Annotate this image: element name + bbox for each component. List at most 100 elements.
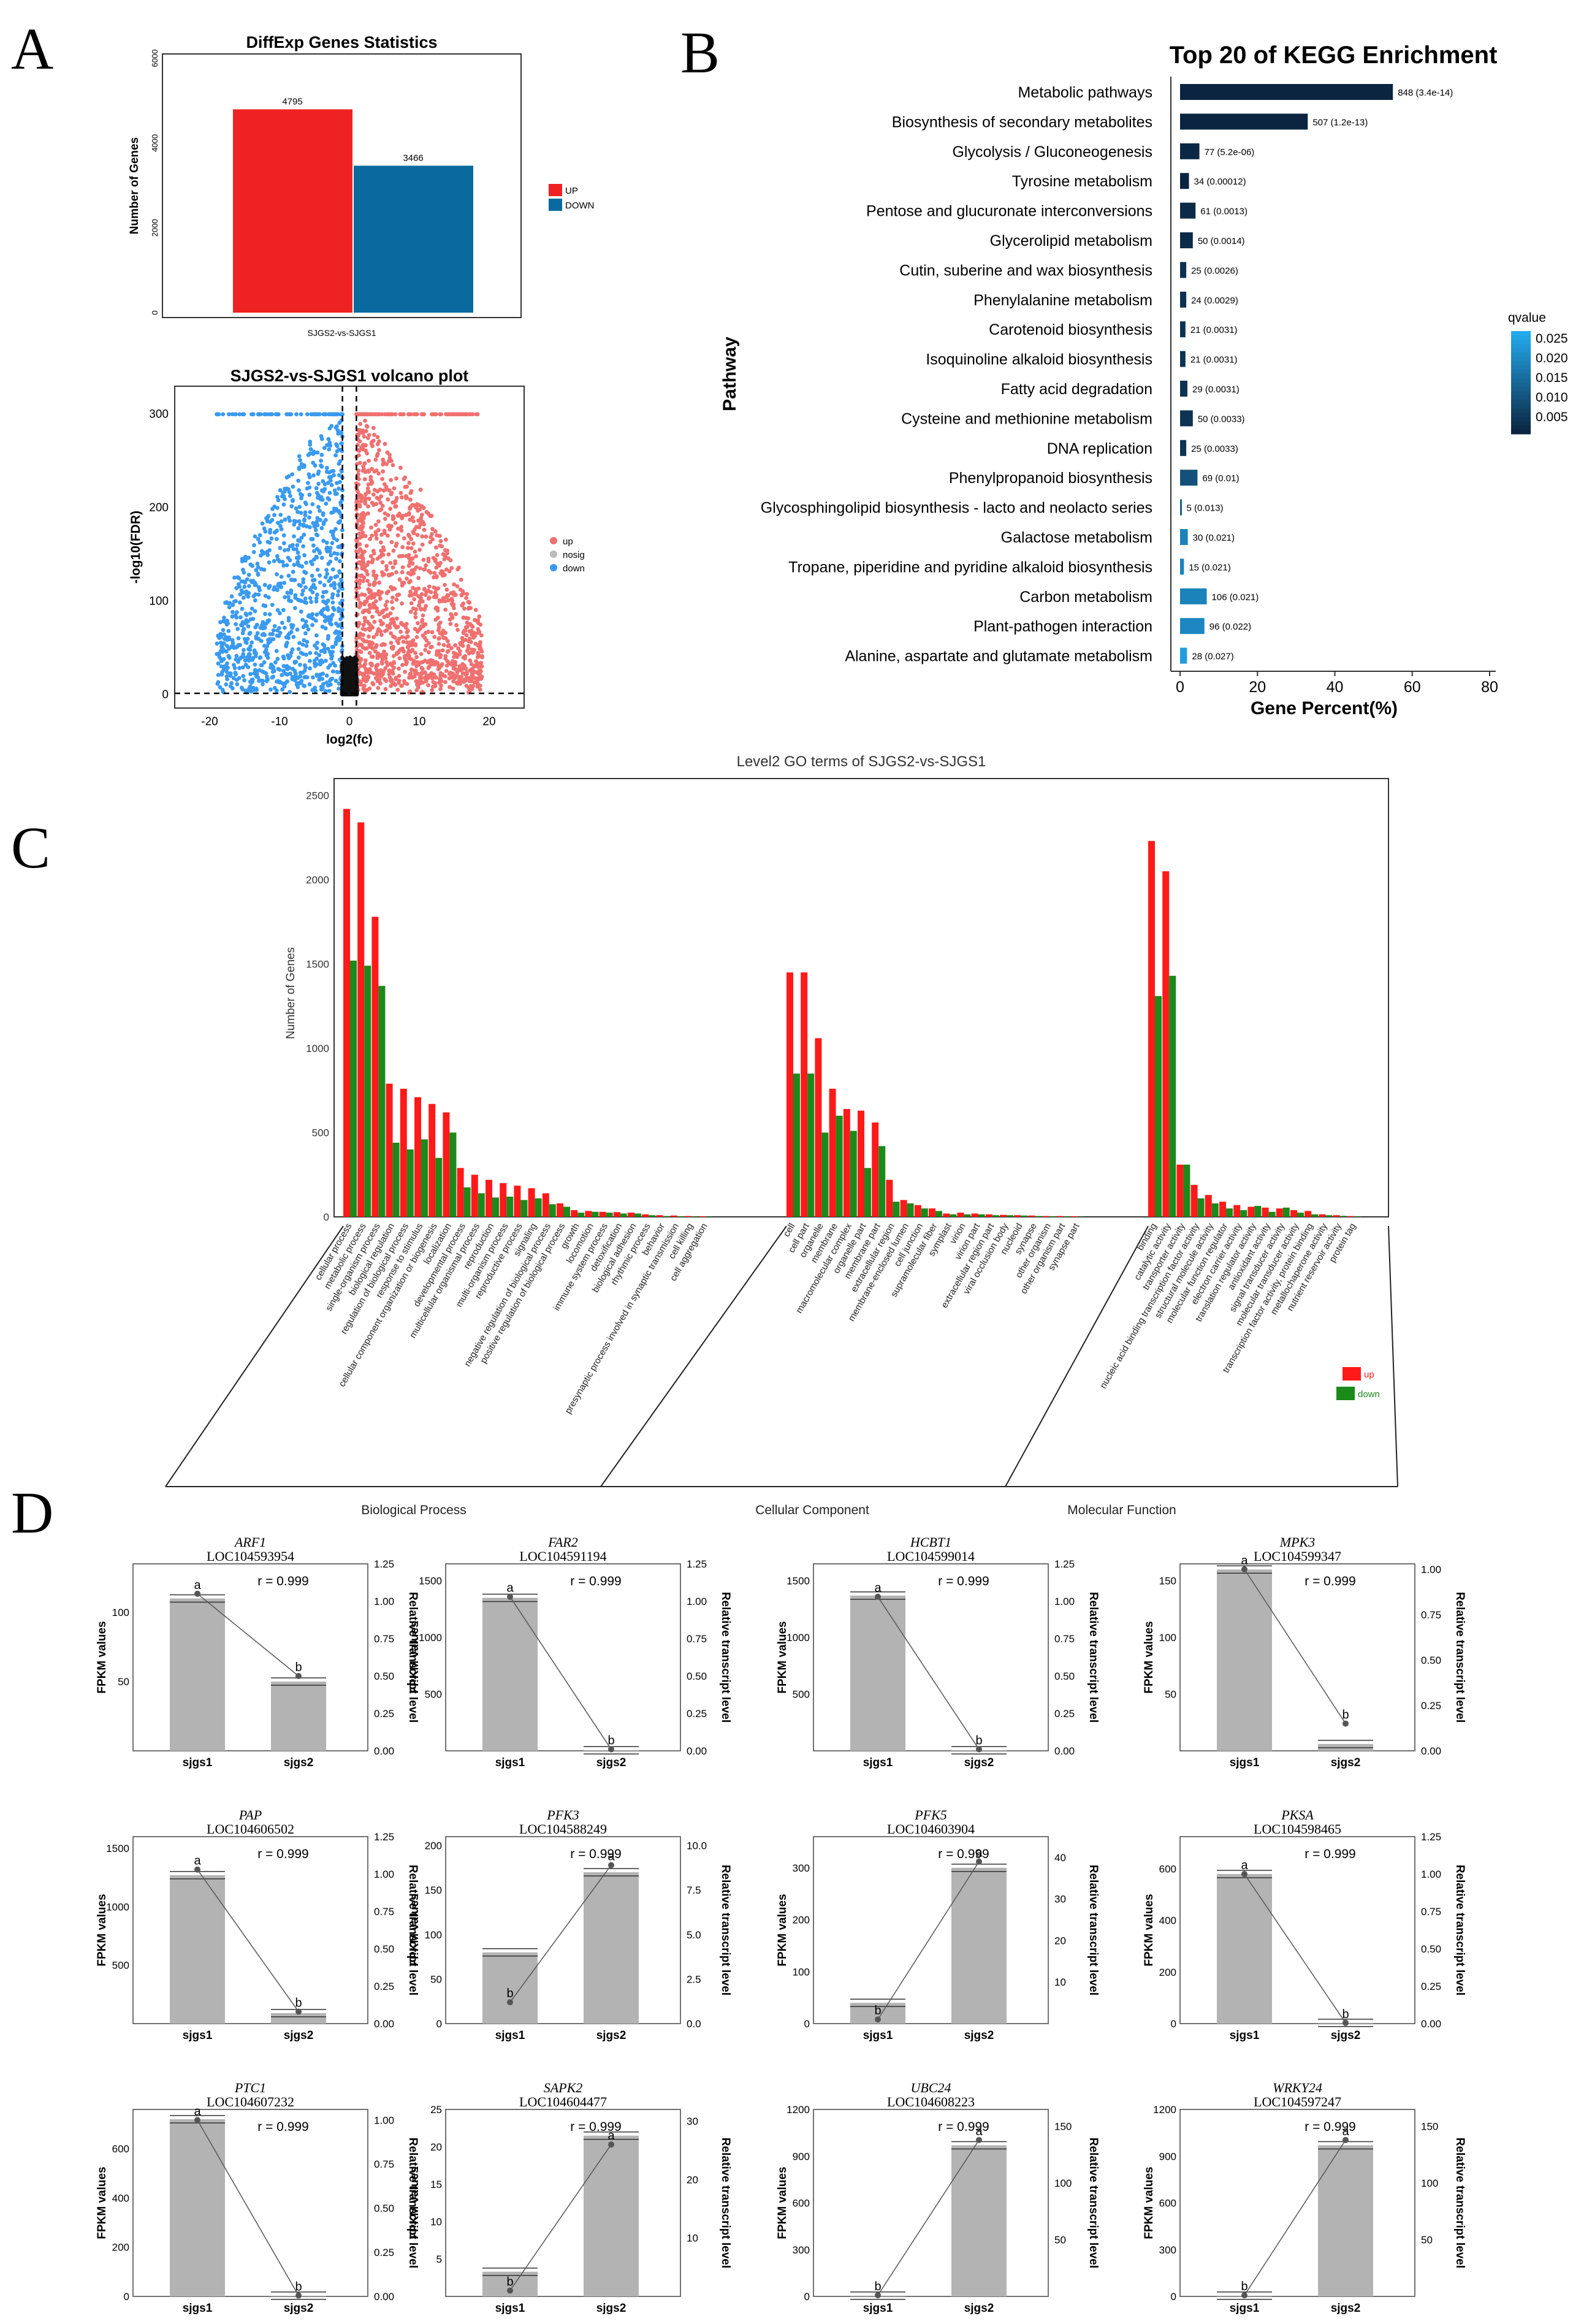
volcano-point xyxy=(359,526,363,531)
subplot-rel-point xyxy=(1343,2019,1349,2026)
volcano-point xyxy=(278,524,283,528)
volcano-point xyxy=(248,672,253,676)
volcano-point xyxy=(445,659,450,664)
subplot-sig-letter: b xyxy=(506,2275,513,2288)
volcano-point xyxy=(330,533,335,538)
kegg-bar xyxy=(1180,618,1205,634)
volcano-point xyxy=(243,611,248,616)
subplot-fpkm-bar xyxy=(482,1598,538,1751)
volcano-point xyxy=(370,559,375,564)
volcano-point xyxy=(236,582,241,587)
volcano-point xyxy=(362,615,367,620)
volcano-point xyxy=(395,687,400,692)
volcano-point xyxy=(362,434,367,439)
volcano-point xyxy=(379,540,383,545)
volcano-point xyxy=(443,537,448,542)
volcano-point xyxy=(387,459,391,463)
subplot-rel-tick: 30 xyxy=(1054,1894,1066,1905)
volcano-point xyxy=(272,585,277,590)
volcano-point xyxy=(379,549,383,553)
go-bar-up xyxy=(428,1103,436,1217)
volcano-point xyxy=(421,520,425,524)
volcano-point xyxy=(462,629,467,634)
volcano-point xyxy=(259,566,264,571)
volcano-point xyxy=(224,682,229,687)
subplot-locus-id: LOC104599347 xyxy=(1254,1549,1341,1564)
subplot-sig-letter: b xyxy=(975,1734,982,1748)
volcano-point xyxy=(439,412,443,417)
volcano-point xyxy=(327,688,332,693)
volcano-point-nosig xyxy=(341,686,346,690)
volcano-point xyxy=(404,622,409,627)
volcano-point xyxy=(465,412,469,417)
volcano-point xyxy=(455,681,460,686)
volcano-point xyxy=(412,592,417,596)
volcano-point xyxy=(428,539,433,544)
volcano-point xyxy=(470,687,474,691)
volcano-point xyxy=(292,606,297,611)
go-bar-down xyxy=(1078,1216,1084,1217)
volcano-point xyxy=(424,679,428,684)
subplot-locus-id: LOC104603904 xyxy=(887,1821,975,1837)
volcano-point xyxy=(417,566,422,571)
go-bar-up xyxy=(786,972,793,1217)
volcano-point xyxy=(452,606,456,611)
kegg-colorbar-segment xyxy=(1511,370,1531,375)
volcano-point xyxy=(444,669,449,673)
subplot-rel-label: Relative transcript level xyxy=(406,1592,419,1723)
volcano-point xyxy=(397,679,402,683)
volcano-point xyxy=(470,671,474,676)
go-bar-down xyxy=(821,1132,829,1217)
subplot-fpkm-tick: 1500 xyxy=(419,1575,442,1587)
volcano-point xyxy=(217,636,222,640)
subplot-locus-id: LOC104597247 xyxy=(1254,2094,1341,2109)
volcano-point xyxy=(375,454,379,458)
volcano-point xyxy=(439,663,444,668)
volcano-point xyxy=(245,636,250,641)
volcano-point xyxy=(376,627,381,631)
go-bar-down xyxy=(1021,1215,1028,1217)
volcano-point xyxy=(391,653,396,658)
subplot-rel-point xyxy=(608,1862,614,1869)
volcano-point xyxy=(303,619,308,624)
subplot-gene-name: PKSA xyxy=(1281,1807,1314,1823)
subplot-sig-letter: b xyxy=(607,1734,614,1748)
subplot-fpkm-tick: 0 xyxy=(436,2018,442,2030)
volcano-point xyxy=(451,663,455,668)
volcano-point xyxy=(248,630,253,635)
volcano-point xyxy=(265,644,270,649)
volcano-point xyxy=(324,540,329,545)
volcano-point xyxy=(230,614,235,619)
volcano-point xyxy=(337,486,341,491)
volcano-point xyxy=(379,507,384,512)
kegg-bar xyxy=(1180,410,1193,427)
volcano-point xyxy=(286,515,291,520)
volcano-point xyxy=(226,653,231,658)
volcano-point xyxy=(454,651,458,656)
volcano-point xyxy=(386,497,390,502)
volcano-point xyxy=(362,672,367,677)
go-bar-down xyxy=(964,1214,971,1217)
volcano-point xyxy=(386,552,391,557)
kegg-xlabel: Gene Percent(%) xyxy=(1251,698,1398,718)
volcano-point xyxy=(296,526,301,531)
volcano-point xyxy=(312,661,317,666)
volcano-point xyxy=(416,671,421,676)
volcano-point xyxy=(329,583,333,588)
volcano-point xyxy=(383,687,388,691)
volcano-point xyxy=(323,626,328,631)
volcano-point xyxy=(410,668,414,672)
volcano-point xyxy=(270,506,275,511)
volcano-point xyxy=(360,412,365,417)
volcano-point xyxy=(375,632,379,637)
volcano-point xyxy=(234,653,239,658)
volcano-point xyxy=(368,554,373,558)
volcano-point xyxy=(426,559,431,564)
volcano-point xyxy=(243,554,248,559)
volcano-point xyxy=(327,440,332,445)
volcano-point xyxy=(223,636,227,641)
subplot-fpkm-bar xyxy=(951,2145,1007,2296)
volcano-point xyxy=(451,679,456,684)
volcano-point xyxy=(430,684,435,689)
volcano-point xyxy=(307,613,311,618)
